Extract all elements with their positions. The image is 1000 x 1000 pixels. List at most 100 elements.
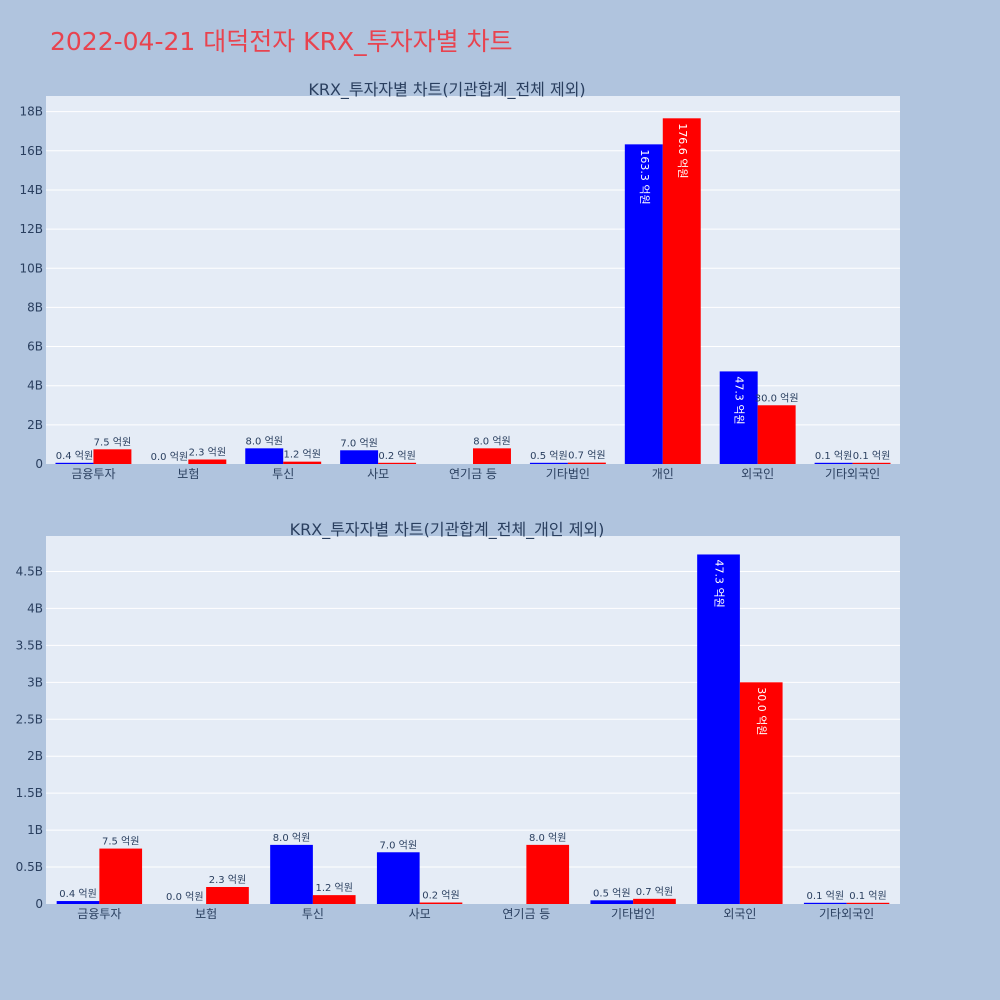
data-label: 8.0 억원 <box>273 832 310 844</box>
y-tick-label: 1.5B <box>16 786 43 800</box>
y-tick-label: 18B <box>19 105 43 119</box>
data-label: 1.2 억원 <box>283 449 320 461</box>
x-tick-label: 사모 <box>409 907 431 921</box>
bar <box>206 887 249 904</box>
bar <box>526 844 570 904</box>
bar <box>624 144 663 464</box>
page-title: 2022-04-21 대덕전자 KRX_투자자별 차트 <box>50 27 513 56</box>
y-tick-label: 0.5B <box>16 860 43 874</box>
data-label: 0.7 억원 <box>636 886 673 898</box>
x-tick-label: 기타법인 <box>546 467 590 481</box>
bar <box>697 554 740 904</box>
data-label: 30.0 억원 <box>755 687 768 735</box>
x-tick-label: 투신 <box>272 467 294 481</box>
bar <box>529 462 568 464</box>
y-tick-label: 3.5B <box>16 638 43 652</box>
data-label: 47.3 억원 <box>713 559 726 607</box>
bar <box>846 902 890 904</box>
data-label: 1.2 억원 <box>315 882 352 894</box>
data-label: 30.0 억원 <box>755 392 799 404</box>
data-label: 0.2 억원 <box>378 450 415 462</box>
data-label: 163.3 억원 <box>638 149 651 204</box>
x-tick-label: 기타외국인 <box>819 907 874 921</box>
bar <box>719 371 758 464</box>
y-tick-label: 14B <box>19 183 43 197</box>
y-tick-label: 1B <box>27 823 43 837</box>
y-tick-label: 2.5B <box>16 712 43 726</box>
y-tick-label: 0 <box>35 457 43 471</box>
bar <box>283 461 322 464</box>
y-tick-label: 2B <box>27 418 43 432</box>
bar <box>312 895 356 904</box>
bar <box>340 450 379 464</box>
x-tick-label: 보험 <box>195 907 217 921</box>
bar <box>473 448 511 464</box>
bar <box>419 902 463 904</box>
data-label: 8.0 억원 <box>246 435 283 447</box>
y-tick-label: 4B <box>27 601 43 615</box>
y-tick-label: 2B <box>27 749 43 763</box>
x-tick-label: 연기금 등 <box>449 467 497 481</box>
data-label: 7.5 억원 <box>102 836 139 848</box>
chart-2: 0 0.5B 1B 1.5B 2B 2.5B 3B 3.5B 4B 4.5B KRX_투자자별 차트… <box>16 520 900 921</box>
bar <box>633 898 676 904</box>
bar <box>590 900 634 904</box>
data-label: 0.1 억원 <box>853 450 890 462</box>
x-tick-label: 보험 <box>177 467 199 481</box>
bar <box>99 848 143 904</box>
chart-title: KRX_투자자별 차트(기관합계_전체_개인 제외) <box>290 520 605 540</box>
x-tick-label: 기타외국인 <box>825 467 880 481</box>
data-label: 0.5 억원 <box>593 887 630 899</box>
data-label: 7.0 억원 <box>340 437 377 449</box>
x-tick-label: 외국인 <box>741 467 774 481</box>
y-tick-label: 8B <box>27 300 43 314</box>
data-label: 2.3 억원 <box>209 874 246 886</box>
bar <box>662 118 701 465</box>
bar <box>55 462 94 464</box>
bar <box>270 844 313 904</box>
data-label: 0.1 억원 <box>815 450 852 462</box>
y-tick-label: 3B <box>27 675 43 689</box>
y-tick-label: 12B <box>19 222 43 236</box>
y-tick-label: 0 <box>35 897 43 911</box>
chart-1: 0 2B 4B 6B 8B 10B 12B 14B 16B 18B KRX_투자자별 차트(기관합계… <box>19 80 900 481</box>
y-tick-label: 4.5B <box>16 564 43 578</box>
data-label: 2.3 억원 <box>189 446 226 458</box>
bar <box>93 449 132 464</box>
bar <box>852 462 891 464</box>
data-label: 0.2 억원 <box>422 890 459 902</box>
data-label: 7.0 억원 <box>380 839 417 851</box>
data-label: 0.4 억원 <box>59 888 96 900</box>
bar <box>378 462 417 464</box>
data-label: 0.7 억원 <box>568 450 605 462</box>
bar <box>376 852 420 904</box>
bar <box>188 459 227 464</box>
x-tick-label: 금융투자 <box>71 467 115 481</box>
x-tick-label: 기타법인 <box>611 907 655 921</box>
bar <box>803 902 847 904</box>
chart-title: KRX_투자자별 차트(기관합계_전체 제외) <box>308 80 585 100</box>
data-label: 176.6 억원 <box>676 123 689 178</box>
data-label: 0.1 억원 <box>849 890 886 902</box>
y-tick-label: 16B <box>19 144 43 158</box>
y-tick-label: 4B <box>27 379 43 393</box>
data-label: 8.0 억원 <box>529 832 566 844</box>
bar <box>245 448 284 464</box>
x-tick-label: 외국인 <box>723 907 756 921</box>
x-tick-label: 개인 <box>652 467 674 481</box>
x-tick-label: 투신 <box>302 907 324 921</box>
data-label: 0.0 억원 <box>166 891 203 903</box>
data-label: 7.5 억원 <box>94 436 131 448</box>
y-tick-label: 10B <box>19 261 43 275</box>
bar <box>567 462 606 464</box>
x-tick-label: 금융투자 <box>77 907 121 921</box>
x-tick-label: 연기금 등 <box>502 907 550 921</box>
data-label: 0.4 억원 <box>56 450 93 462</box>
bar <box>739 682 783 904</box>
bar <box>757 405 796 464</box>
data-label: 47.3 억원 <box>733 376 746 424</box>
y-tick-label: 6B <box>27 340 43 354</box>
data-label: 8.0 억원 <box>473 435 510 447</box>
bar <box>814 462 853 464</box>
